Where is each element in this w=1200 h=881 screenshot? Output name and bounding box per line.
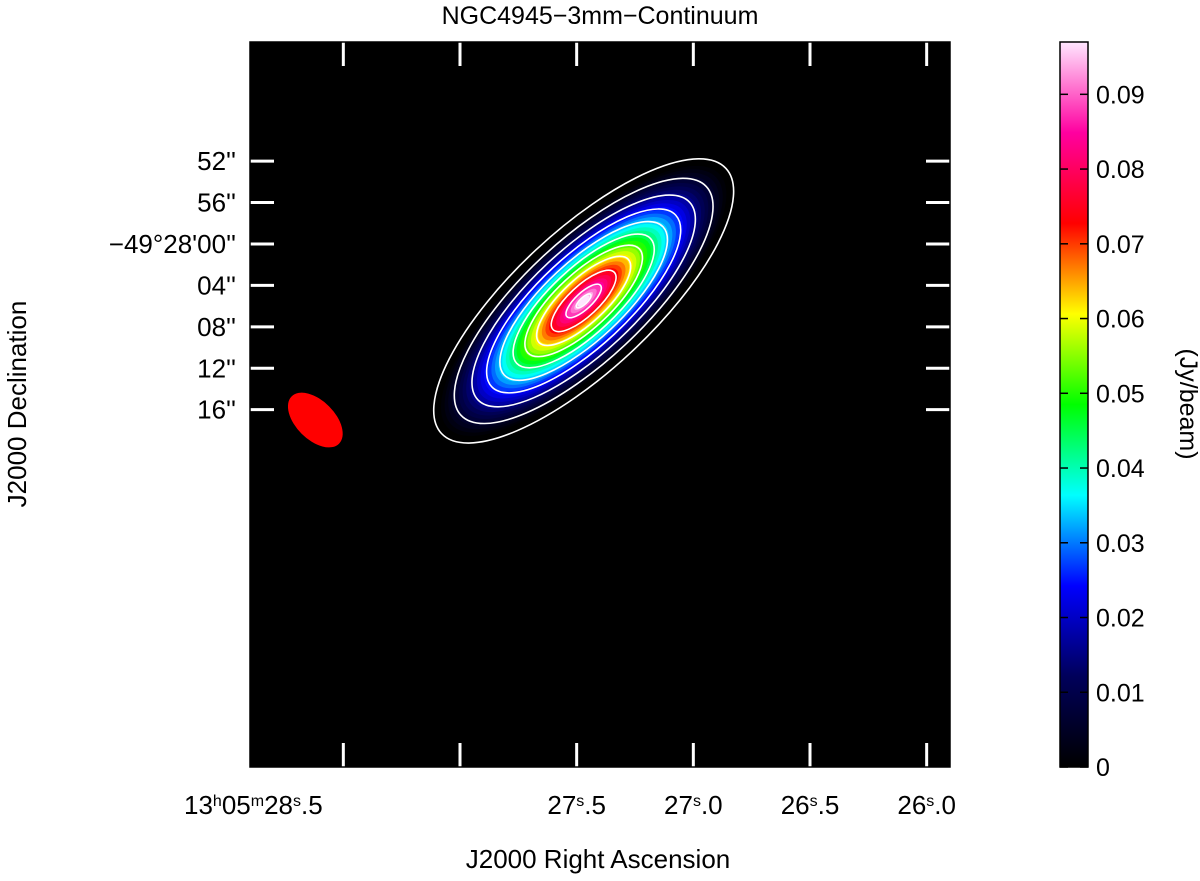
colorbar: 0 0.01 0.02 0.03 0.04 0.05 0.06 0.07 0.08 0.09 (J… bbox=[1059, 41, 1200, 782]
axis-ticks bbox=[250, 42, 950, 767]
beam bbox=[287, 392, 343, 448]
y-tick-label: 04'' bbox=[197, 270, 236, 300]
contour-line bbox=[485, 208, 682, 394]
y-tick-label: −49°28'00'' bbox=[109, 229, 236, 259]
colorbar-tick-label: 0.05 bbox=[1096, 380, 1145, 408]
emission-level bbox=[577, 295, 590, 307]
contour-line bbox=[499, 220, 669, 382]
contour-line bbox=[453, 177, 714, 425]
contour-line bbox=[524, 244, 644, 358]
colorbar-tick-label: 0.04 bbox=[1096, 455, 1145, 483]
plot-frame bbox=[249, 41, 951, 768]
chart-title: NGC4945−3mm−Continuum bbox=[442, 2, 759, 30]
colorbar-ticks: 0 0.01 0.02 0.03 0.04 0.05 0.06 0.07 0.08 0.09 bbox=[1060, 81, 1145, 782]
plot-background bbox=[250, 42, 950, 767]
x-tick-label: 26s.0 bbox=[897, 790, 956, 820]
contour-line bbox=[432, 158, 735, 444]
emission-image bbox=[437, 162, 731, 440]
colorbar-tick-label: 0.08 bbox=[1096, 156, 1145, 184]
colorbar-tick-label: 0 bbox=[1096, 754, 1110, 782]
y-tick-label: 52'' bbox=[197, 146, 236, 176]
plot-area bbox=[249, 41, 951, 768]
beam-ellipse bbox=[287, 392, 343, 448]
contour-line bbox=[512, 233, 656, 369]
contours bbox=[432, 158, 735, 444]
x-tick-label: 27s.5 bbox=[547, 790, 606, 820]
colorbar-tick-label: 0.01 bbox=[1096, 679, 1145, 707]
contour-line bbox=[565, 283, 603, 319]
colorbar-tick-label: 0.03 bbox=[1096, 530, 1145, 558]
contour-line bbox=[550, 269, 617, 333]
colorbar-tick-label: 0.07 bbox=[1096, 231, 1145, 259]
colorbar-gradient bbox=[1060, 42, 1088, 767]
x-tick-label: 13h05m28s.5 bbox=[184, 790, 323, 820]
y-tick-label: 16'' bbox=[197, 395, 236, 425]
x-tick-label: 27s.0 bbox=[664, 790, 723, 820]
contour-line bbox=[535, 255, 632, 347]
colorbar-frame bbox=[1059, 41, 1089, 768]
x-tick-labels: 13h05m28s.5 27s.5 27s.0 26s.5 26s.0 bbox=[184, 790, 956, 820]
colorbar-tick-label: 0.09 bbox=[1096, 81, 1145, 109]
x-tick-label: 26s.5 bbox=[781, 790, 840, 820]
y-tick-labels: 52'' 56'' −49°28'00'' 04'' 08'' 12'' 16'' bbox=[109, 146, 236, 425]
contour-line bbox=[471, 194, 697, 408]
y-tick-label: 12'' bbox=[197, 353, 236, 383]
colorbar-tick-label: 0.06 bbox=[1096, 306, 1145, 334]
x-axis-label: J2000 Right Ascension bbox=[466, 844, 731, 874]
colorbar-label: (Jy/beam) bbox=[1174, 348, 1200, 459]
y-axis-label: J2000 Declination bbox=[2, 301, 32, 508]
contour-line bbox=[575, 293, 592, 309]
y-tick-label: 56'' bbox=[197, 188, 236, 218]
y-tick-label: 08'' bbox=[197, 312, 236, 342]
colorbar-tick-label: 0.02 bbox=[1096, 605, 1145, 633]
